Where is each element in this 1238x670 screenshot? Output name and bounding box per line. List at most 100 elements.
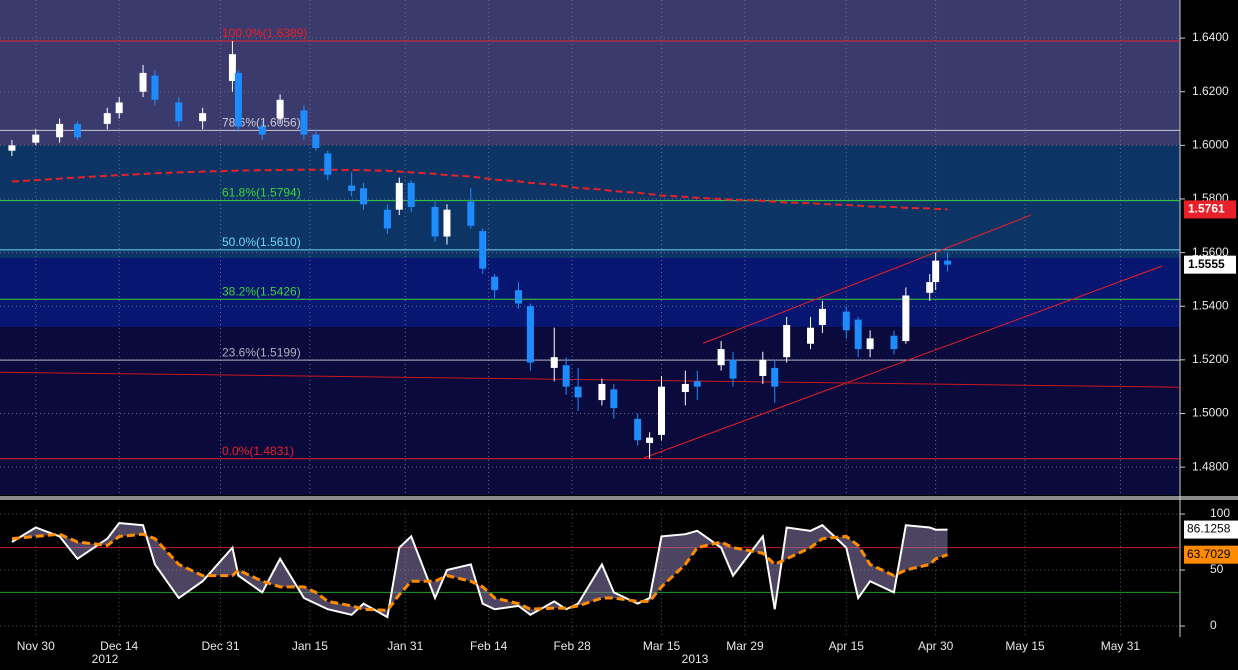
candle-body: [32, 134, 40, 143]
candle-body: [681, 383, 689, 393]
y2-tick-label: 50: [1210, 562, 1224, 576]
fib-label: 100.0%(1.6389): [222, 26, 307, 40]
ma-last-label-box: [1184, 200, 1236, 219]
year-label: 2012: [92, 652, 119, 665]
x-tick-label: Jan 15: [292, 639, 328, 653]
x-tick-label: Apr 15: [829, 639, 865, 653]
trend-line: [0, 371, 1181, 388]
candle-body: [300, 110, 308, 135]
y-tick-label: 1.5000: [1192, 406, 1229, 420]
candle-body: [103, 113, 111, 124]
candle-body: [199, 113, 207, 122]
candle-body: [866, 338, 874, 350]
y2-tick-label: 0: [1210, 618, 1217, 632]
candle-body: [634, 418, 642, 441]
candle-body: [926, 282, 934, 293]
y-tick-label: 1.4800: [1192, 459, 1229, 473]
candle-body: [932, 260, 940, 283]
candle-body: [693, 381, 701, 387]
candle-body: [944, 260, 952, 265]
stoch-d: [11, 532, 949, 612]
fib-label: 23.6%(1.5199): [222, 345, 301, 359]
candle-body: [771, 367, 779, 387]
zone: [0, 257, 1180, 328]
close-last-label-box: [1184, 255, 1236, 274]
x-tick-label: Dec 14: [100, 639, 138, 653]
candle-body: [228, 54, 236, 81]
fib-label: 50.0%(1.5610): [222, 235, 301, 249]
x-tick-label: Feb 28: [553, 639, 591, 653]
zone: [0, 145, 1180, 258]
candle-body: [467, 201, 475, 226]
ma-last-label: 1.5761: [1188, 202, 1225, 216]
x-tick-label: Feb 14: [470, 639, 508, 653]
stoch-d-last-label-box: [1184, 545, 1238, 564]
close-last-label: 1.5555: [1188, 257, 1225, 271]
x-tick-label: Nov 30: [17, 639, 55, 653]
candle-body: [479, 231, 487, 269]
y-tick-label: 1.6400: [1192, 30, 1229, 44]
candle-body: [514, 290, 522, 304]
stoch-k-last-label: 86.1258: [1187, 522, 1231, 536]
x-tick-label: May 15: [1005, 639, 1045, 653]
y-tick-label: 1.6200: [1192, 84, 1229, 98]
separator: [0, 496, 1238, 500]
candle-body: [324, 153, 332, 175]
candle-body: [56, 123, 64, 138]
fib-label: 38.2%(1.5426): [222, 284, 301, 298]
y-tick-label: 1.5200: [1192, 352, 1229, 366]
candle-body: [717, 349, 725, 366]
y-tick-label: 1.6000: [1192, 138, 1229, 152]
candle-body: [360, 188, 368, 205]
candle-body: [73, 123, 81, 138]
x-tick-label: May 31: [1101, 639, 1141, 653]
candle-body: [729, 359, 737, 379]
candle-body: [526, 306, 534, 363]
zone: [0, 327, 1180, 495]
fib-label: 61.8%(1.5794): [222, 186, 301, 200]
zone: [0, 0, 1180, 146]
candle-body: [550, 357, 558, 368]
candle-body: [443, 209, 451, 237]
candle-body: [807, 327, 815, 344]
candle-body: [842, 311, 850, 331]
candle-body: [276, 99, 284, 119]
moving-average: [11, 168, 948, 211]
candle-body: [783, 324, 791, 358]
y-tick-label: 1.5600: [1192, 245, 1229, 259]
stoch-k: [11, 521, 948, 619]
candle-body: [312, 134, 320, 149]
year-label: 2013: [682, 652, 709, 665]
candle-body: [658, 386, 666, 435]
stoch-k-last-label-box: [1184, 520, 1238, 539]
candle-body: [759, 359, 767, 376]
fib-label: 0.0%(1.4831): [222, 444, 294, 458]
trend-line: [703, 214, 1032, 344]
trend-line: [643, 265, 1163, 459]
candle-body: [8, 145, 16, 151]
candle-body: [491, 276, 499, 291]
candle-body: [902, 295, 910, 342]
candle-body: [348, 185, 356, 191]
x-tick-label: Mar 15: [643, 639, 681, 653]
x-tick-label: Dec 31: [201, 639, 239, 653]
candle-body: [818, 308, 826, 325]
candle-body: [890, 335, 898, 350]
x-tick-label: Mar 29: [726, 639, 764, 653]
candle-body: [383, 209, 391, 229]
candle-body: [598, 383, 606, 401]
candle-body: [258, 126, 266, 135]
candle-body: [395, 182, 403, 210]
candle-body: [562, 365, 570, 387]
candle-body: [175, 102, 183, 122]
x-tick-label: Apr 30: [918, 639, 954, 653]
candle-body: [854, 319, 862, 350]
candle-body: [574, 386, 582, 398]
y2-tick-label: 100: [1210, 506, 1230, 520]
candle-body: [407, 182, 415, 208]
candle-body: [234, 72, 242, 127]
candle-body: [610, 389, 618, 409]
candle-body: [151, 75, 159, 100]
